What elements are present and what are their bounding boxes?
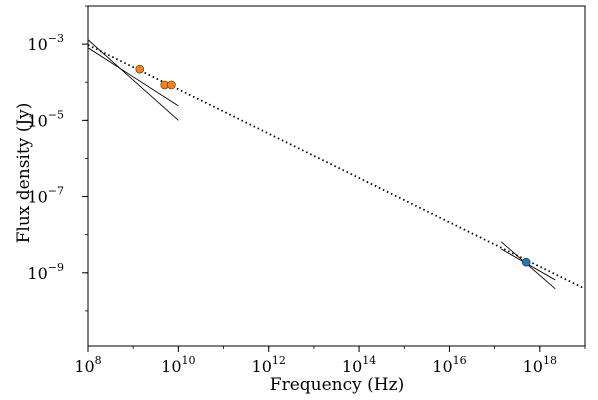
ticks: 108 1010 1012 1014 1016 1018 10−3 10−5 10−7 10−9 — [27, 5, 586, 376]
slope-line — [88, 47, 179, 107]
y-tick-label: 10−9 — [27, 261, 64, 283]
plot-contents — [88, 39, 585, 290]
data-point — [521, 257, 531, 267]
x-tick-label: 1012 — [252, 354, 286, 376]
y-axis-label: Flux density (Jy) — [14, 103, 34, 244]
x-tick-label: 1014 — [342, 354, 376, 376]
y-tick-label: 10−3 — [27, 32, 64, 54]
data-point — [167, 80, 176, 90]
y-tick-label: 10−5 — [27, 108, 64, 130]
y-tick-label: 10−7 — [27, 185, 64, 207]
x-tick-label: 108 — [74, 354, 101, 376]
axes-frame — [87, 5, 586, 347]
plot-area — [87, 5, 586, 347]
data-point — [135, 64, 145, 74]
x-axis-label: Frequency (Hz) — [270, 375, 404, 395]
x-tick-label: 1010 — [161, 354, 195, 376]
x-tick-label: 1018 — [523, 354, 557, 376]
x-tick-label: 1016 — [432, 354, 466, 376]
slope-line — [88, 39, 179, 121]
